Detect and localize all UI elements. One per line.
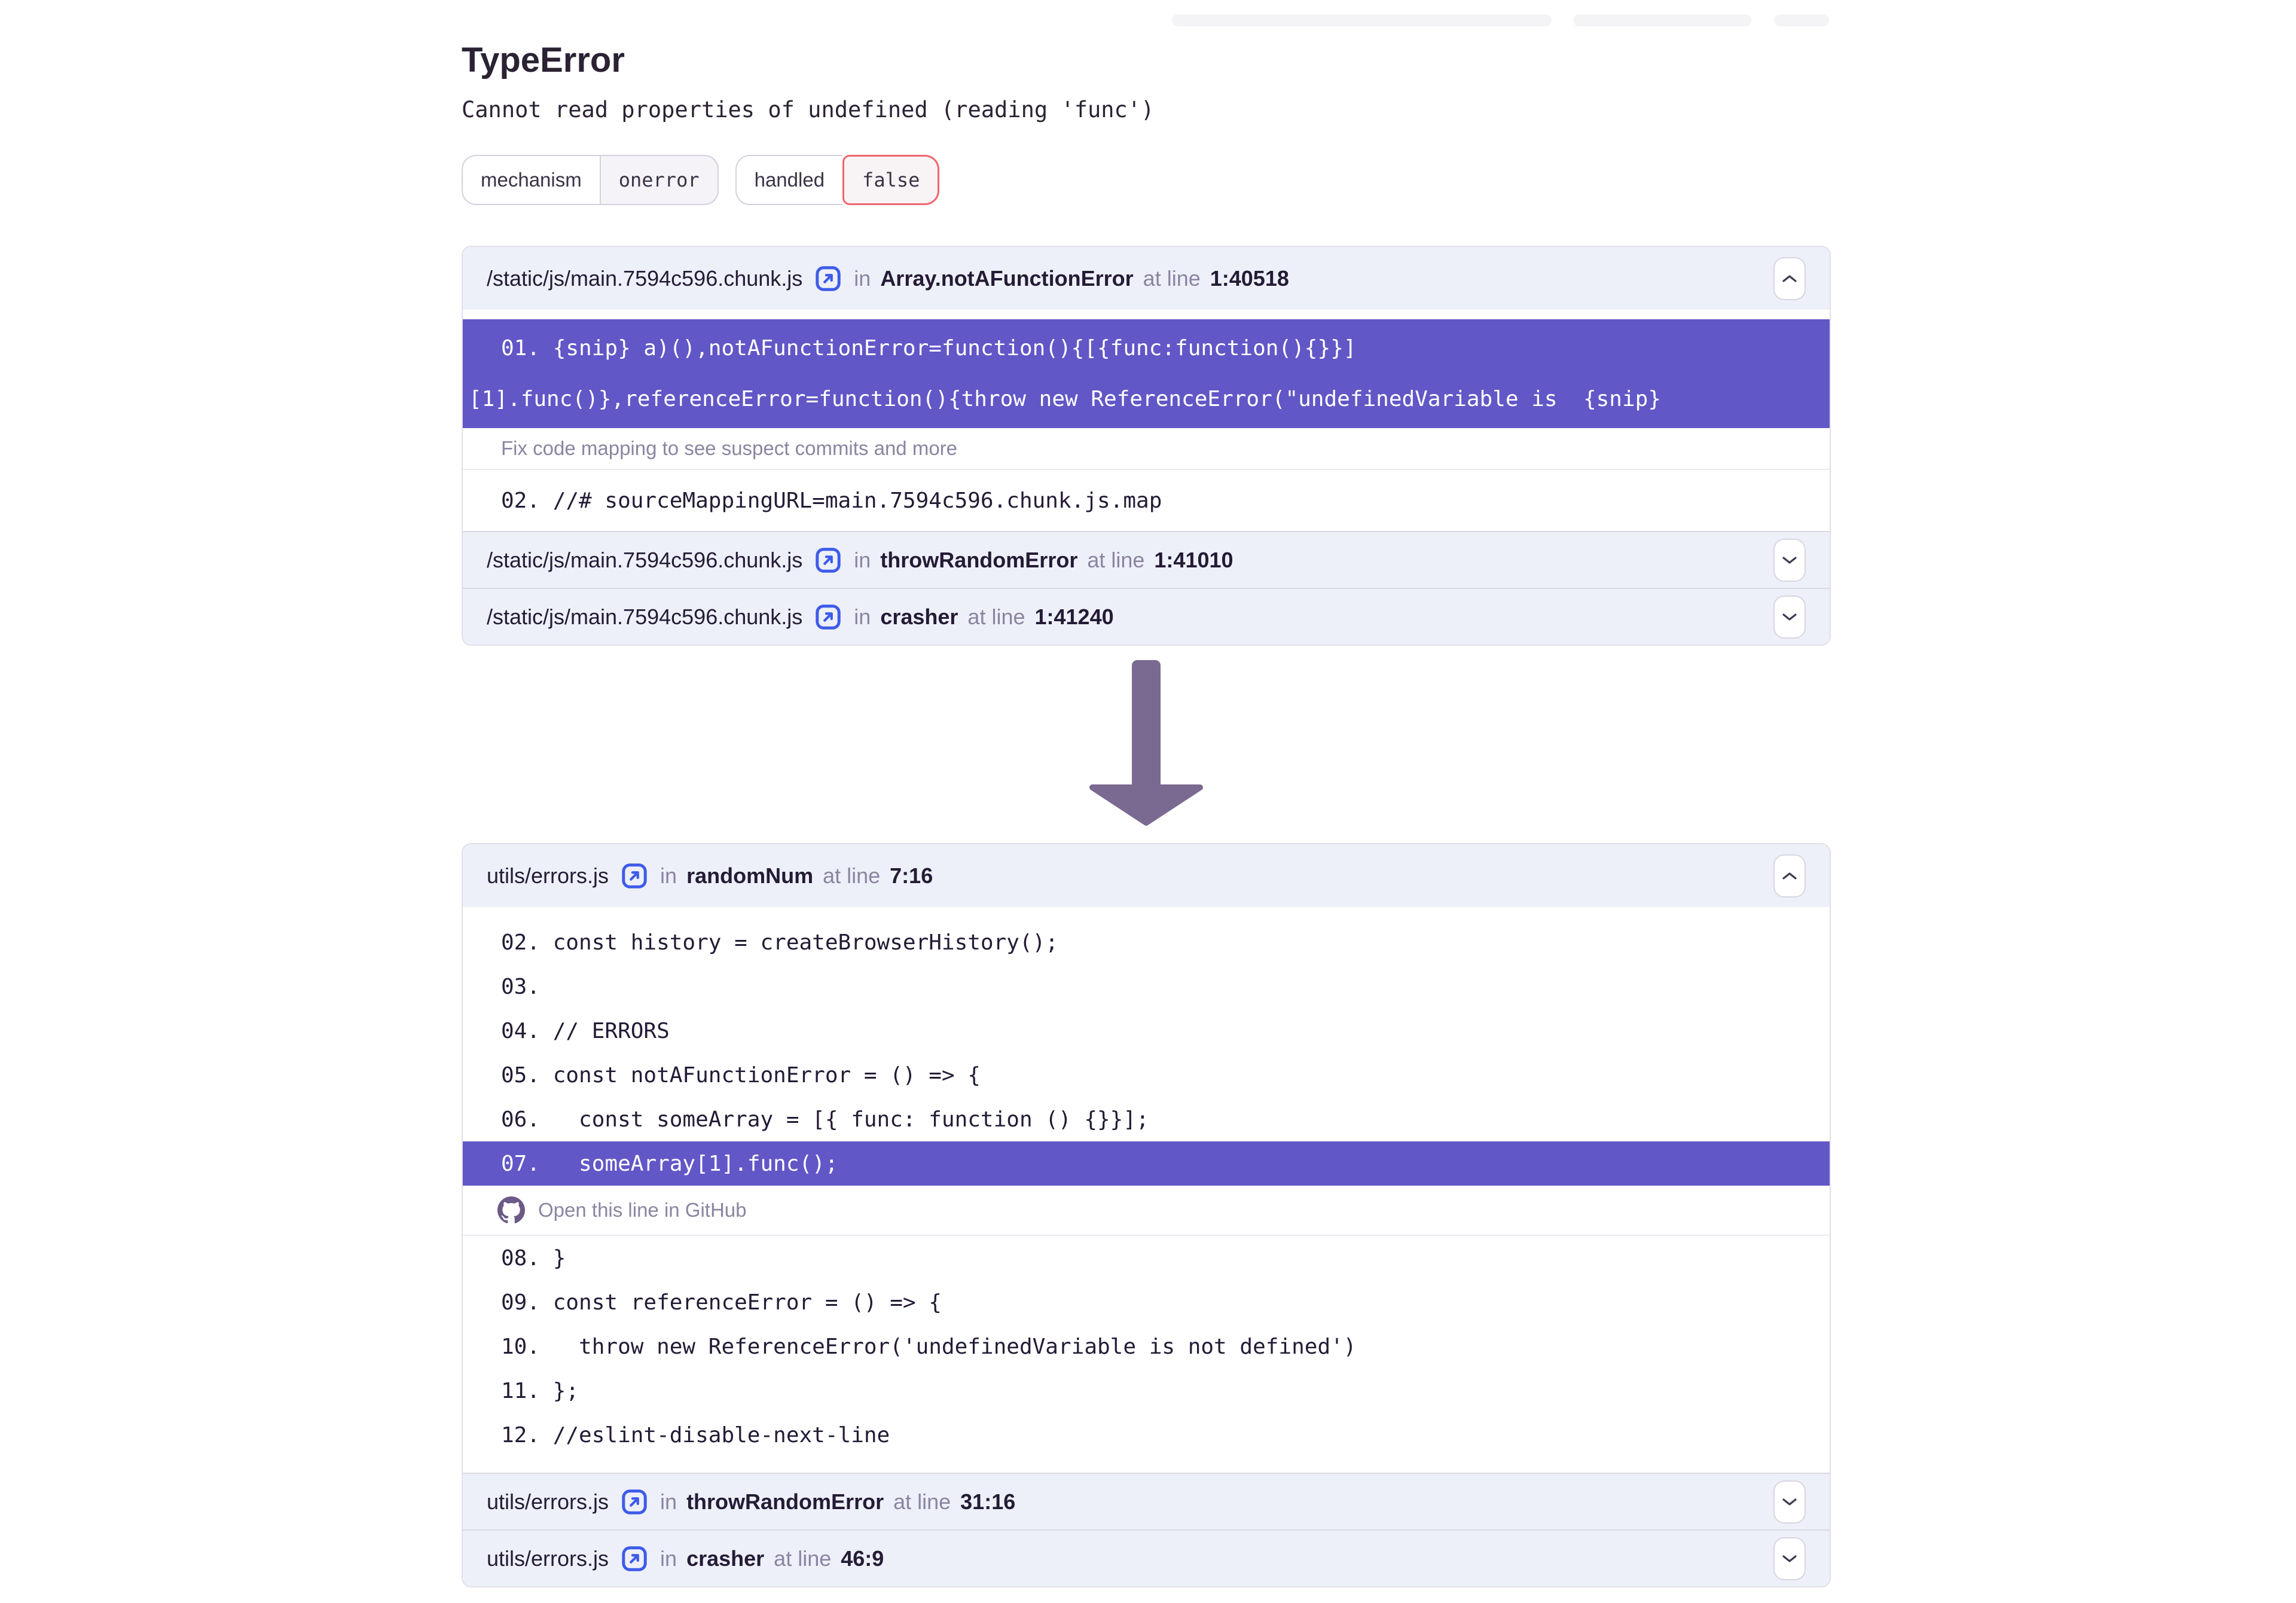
in-label: in [660,863,677,888]
frame-path: utils/errors.js [487,1546,609,1571]
frame-function: crasher [686,1546,765,1571]
expand-frame-button[interactable] [1773,1480,1806,1523]
code-line-active: 01. {snip} a)(),notAFunctionError=functi… [501,336,1357,361]
in-label: in [854,604,871,629]
frame-path: utils/errors.js [487,863,609,888]
error-detail-page: TypeError Cannot read properties of unde… [462,39,1831,1587]
frame-line-number: 1:40518 [1210,265,1289,291]
code-line: 03. [501,974,553,999]
open-in-github-label: Open this line in GitHub [538,1199,747,1221]
tag-mechanism[interactable]: mechanism onerror [462,155,719,205]
code-line: 11. }; [501,1378,579,1403]
frame-path: /static/js/main.7594c596.chunk.js [487,547,803,572]
in-label: in [660,1546,677,1571]
tag-list: mechanism onerror handled false [462,155,1831,205]
external-link-icon[interactable] [814,546,842,574]
chevron-up-icon [1782,274,1797,282]
frame-line-number: 46:9 [841,1546,884,1571]
chevron-down-icon [1782,1498,1797,1506]
in-label: in [660,1489,677,1514]
frame-line-number: 1:41010 [1154,547,1234,572]
tag-value: onerror [599,155,719,205]
minified-stack-trace: /static/js/main.7594c596.chunk.js in Arr… [462,246,1831,646]
clipped-top-bar [1774,14,1829,26]
code-line: 10. throw new ReferenceError('undefinedV… [501,1334,1357,1359]
frame-function: throwRandomError [686,1489,884,1514]
collapse-frame-button[interactable] [1773,854,1806,897]
expand-frame-button[interactable] [1773,595,1806,639]
expand-frame-button[interactable] [1773,538,1806,582]
code-line: 02. const history = createBrowserHistory… [501,930,1058,955]
chevron-down-icon [1782,556,1797,564]
fix-code-mapping-link[interactable]: Fix code mapping to see suspect commits … [463,428,1830,470]
error-message: Cannot read properties of undefined (rea… [462,97,1155,123]
frame-line-number: 7:16 [890,863,933,888]
code-line-active-wrap: [1].func()},referenceError=function(){th… [469,387,1661,411]
code-line-active: 07. someArray[1].func(); [463,1141,1830,1186]
frame-line-number: 31:16 [960,1489,1016,1514]
frame-path: utils/errors.js [487,1489,609,1514]
tag-value: false [842,155,940,205]
in-label: in [854,265,871,291]
tag-handled[interactable]: handled false [735,155,940,205]
frame-function: Array.notAFunctionError [880,265,1134,291]
code-line: 02. //# sourceMappingURL=main.7594c596.c… [501,488,1162,513]
clipped-top-bar [1573,14,1751,26]
code-line: 09. const referenceError = () => { [501,1290,942,1315]
open-in-github-link[interactable]: Open this line in GitHub [463,1186,1830,1236]
code-line: 05. const notAFunctionError = () => { [501,1062,981,1088]
frame-function: throwRandomError [880,547,1078,572]
frame-line-number: 1:41240 [1034,604,1114,629]
frame-row-crasher[interactable]: /static/js/main.7594c596.chunk.js in cra… [463,588,1830,645]
external-link-icon[interactable] [814,603,842,631]
arrow-down-icon [1089,660,1203,826]
tag-key: mechanism [462,155,600,205]
frame-function: randomNum [686,863,814,888]
expand-frame-button[interactable] [1773,1537,1806,1580]
clipped-top-bar [1172,14,1552,26]
code-line: 12. //eslint-disable-next-line [501,1422,890,1448]
highlighted-code-block: 01. {snip} a)(),notAFunctionError=functi… [463,319,1830,428]
chevron-down-icon [1782,613,1797,621]
frame-header-randomnum[interactable]: utils/errors.js in randomNum at line 7:1… [463,844,1830,907]
at-line-label: at line [893,1489,951,1514]
fix-code-mapping-label: Fix code mapping to see suspect commits … [501,437,958,459]
code-context: 01. {snip} a)(),notAFunctionError=functi… [463,310,1830,531]
source-map-arrow [462,646,1831,843]
external-link-icon[interactable] [814,265,842,292]
code-line: 08. } [501,1245,566,1271]
page-title: TypeError [462,41,625,80]
source-stack-trace: utils/errors.js in randomNum at line 7:1… [462,843,1831,1587]
code-line: 06. const someArray = [{ func: function … [501,1107,1149,1132]
collapse-frame-button[interactable] [1773,257,1806,300]
at-line-label: at line [823,863,881,888]
at-line-label: at line [967,604,1025,629]
frame-row-crasher[interactable]: utils/errors.js in crasher at line 46:9 [463,1529,1830,1586]
external-link-icon[interactable] [621,1488,648,1516]
frame-row-throwrandomerror[interactable]: /static/js/main.7594c596.chunk.js in thr… [463,531,1830,588]
at-line-label: at line [1143,265,1201,291]
external-link-icon[interactable] [621,1545,648,1573]
in-label: in [854,547,871,572]
frame-path: /static/js/main.7594c596.chunk.js [487,265,803,291]
tag-key: handled [735,155,843,205]
code-context: 02. const history = createBrowserHistory… [463,907,1830,1473]
external-link-icon[interactable] [621,862,648,890]
frame-function: crasher [880,604,958,629]
frame-header-notafunctionerror[interactable]: /static/js/main.7594c596.chunk.js in Arr… [463,247,1830,310]
chevron-up-icon [1782,872,1797,880]
frame-path: /static/js/main.7594c596.chunk.js [487,604,803,629]
at-line-label: at line [774,1546,832,1571]
frame-row-throwrandomerror[interactable]: utils/errors.js in throwRandomError at l… [463,1473,1830,1529]
chevron-down-icon [1782,1555,1797,1562]
github-icon [497,1196,525,1223]
code-line: 04. // ERRORS [501,1018,670,1043]
at-line-label: at line [1087,547,1145,572]
